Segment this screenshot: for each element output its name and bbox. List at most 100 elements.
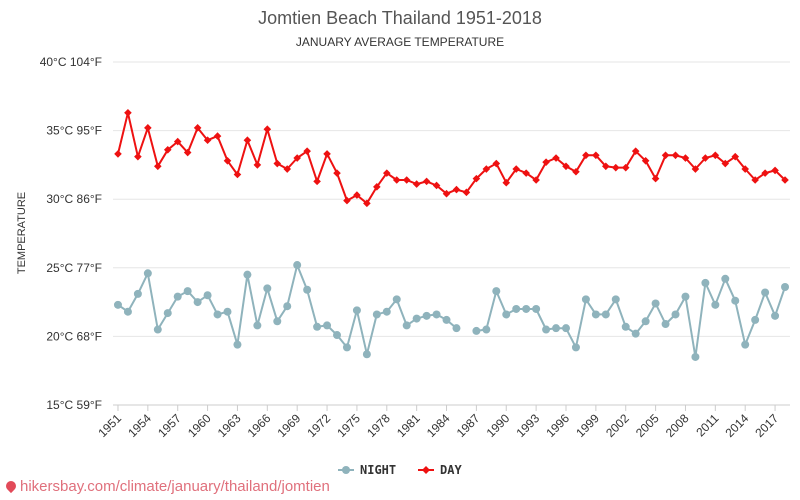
data-point-day[interactable] [353,191,361,199]
data-point-day[interactable] [552,154,560,162]
data-point-night[interactable] [741,340,750,349]
data-point-day[interactable] [163,146,172,154]
data-point-day[interactable] [114,150,122,158]
data-point-night[interactable] [392,295,401,304]
data-point-day[interactable] [572,167,580,176]
data-point-day[interactable] [592,151,600,160]
data-point-day[interactable] [651,174,660,183]
data-point-night[interactable] [492,287,501,296]
data-point-day[interactable] [363,199,371,208]
data-point-night[interactable] [372,310,381,319]
data-point-day[interactable] [611,163,620,172]
footer-link[interactable]: hikersbay.com/climate/january/thailand/j… [3,478,330,495]
data-point-day[interactable] [721,159,730,168]
data-point-night[interactable] [422,311,431,320]
data-point-night[interactable] [661,320,670,329]
data-point-night[interactable] [253,321,262,330]
data-point-day[interactable] [761,169,769,177]
data-point-day[interactable] [641,156,650,165]
data-point-day[interactable] [701,154,710,162]
data-point-night[interactable] [153,325,162,334]
data-point-night[interactable] [342,343,351,352]
legend-item-day[interactable]: DAY [418,463,462,477]
data-point-night[interactable] [601,310,610,319]
data-point-night[interactable] [362,350,371,359]
data-point-day[interactable] [154,162,162,171]
data-point-night[interactable] [323,321,332,330]
data-point-night[interactable] [611,295,620,304]
data-point-night[interactable] [771,311,780,320]
data-point-day[interactable] [472,174,481,183]
data-point-night[interactable] [522,304,531,313]
data-point-night[interactable] [571,343,580,352]
data-point-night[interactable] [671,310,680,319]
data-point-day[interactable] [751,176,759,184]
data-point-day[interactable] [223,156,232,165]
data-point-night[interactable] [333,331,342,340]
data-point-night[interactable] [412,314,421,323]
data-point-night[interactable] [502,310,511,319]
data-point-day[interactable] [562,162,570,171]
data-point-day[interactable] [492,159,501,168]
data-point-day[interactable] [402,176,411,184]
data-point-night[interactable] [163,309,172,318]
data-point-day[interactable] [442,189,451,198]
data-point-night[interactable] [751,315,760,324]
data-point-day[interactable] [263,125,272,134]
data-point-night[interactable] [173,292,182,301]
data-point-day[interactable] [661,151,670,160]
data-point-night[interactable] [691,352,700,361]
data-point-day[interactable] [213,132,222,140]
data-point-night[interactable] [223,307,232,316]
data-point-day[interactable] [681,154,690,162]
data-point-night[interactable] [303,285,312,294]
data-point-day[interactable] [323,150,331,158]
data-point-night[interactable] [631,329,640,338]
data-point-night[interactable] [402,321,411,330]
data-point-day[interactable] [621,163,630,172]
data-point-night[interactable] [552,324,561,333]
data-point-night[interactable] [213,310,222,319]
data-point-day[interactable] [203,136,212,145]
data-point-day[interactable] [243,136,252,145]
data-point-night[interactable] [581,295,590,304]
data-point-day[interactable] [512,165,521,173]
data-point-night[interactable] [313,322,322,331]
data-point-night[interactable] [721,274,730,283]
data-point-day[interactable] [124,108,132,117]
legend[interactable]: NIGHT DAY [338,463,462,477]
data-point-day[interactable] [283,165,292,173]
data-point-night[interactable] [263,284,272,293]
data-point-day[interactable] [582,151,590,160]
data-point-day[interactable] [532,176,540,184]
data-point-day[interactable] [173,137,182,146]
data-point-night[interactable] [532,304,541,313]
data-point-day[interactable] [343,196,351,205]
data-point-night[interactable] [203,291,212,300]
data-point-day[interactable] [462,188,471,197]
data-point-day[interactable] [273,159,282,168]
data-point-day[interactable] [731,152,740,161]
data-point-night[interactable] [761,288,770,297]
data-point-day[interactable] [542,158,550,166]
data-point-day[interactable] [293,154,301,162]
data-point-night[interactable] [482,325,491,334]
data-point-day[interactable] [432,181,441,190]
data-point-night[interactable] [283,302,292,311]
data-point-day[interactable] [134,152,142,161]
data-point-night[interactable] [651,299,660,308]
data-point-day[interactable] [253,161,262,169]
data-point-day[interactable] [392,176,401,184]
data-point-day[interactable] [193,124,202,132]
data-point-night[interactable] [542,325,551,334]
data-point-day[interactable] [781,176,789,184]
data-point-night[interactable] [681,292,690,301]
data-point-day[interactable] [522,169,530,177]
data-point-night[interactable] [731,296,740,305]
data-point-day[interactable] [691,165,700,173]
data-point-night[interactable] [273,317,282,326]
data-point-night[interactable] [352,306,361,315]
data-point-night[interactable] [432,310,441,319]
data-point-day[interactable] [373,183,381,191]
data-point-day[interactable] [771,166,779,175]
